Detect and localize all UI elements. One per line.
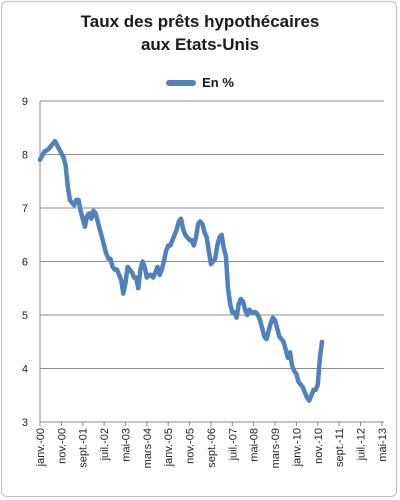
x-axis-tick-labels: janv.-00 nov.-00 sept.-01 juil.-02 mai-03 mar… [35,428,389,468]
axes [39,101,383,426]
x-tick-label: sept.-01 [78,428,90,468]
y-tick-label: 3 [22,417,28,429]
x-tick-label: juil.-12 [355,428,367,461]
chart-title-line-2: aux Etats-Unis [140,35,260,54]
x-tick-label: juil.-07 [227,428,239,461]
y-tick-label: 9 [22,96,28,108]
x-tick-label: mai-13 [377,428,389,462]
y-tick-label: 8 [22,150,28,162]
y-tick-label: 4 [22,364,28,376]
y-tick-label: 6 [22,257,28,269]
y-tick-label: 7 [22,203,28,215]
x-tick-label: sept.-11 [334,428,346,467]
legend-label: En % [202,75,234,90]
x-tick-label: juil.-02 [99,428,111,461]
chart-title: Taux des prêts hypothécaires aux Etats-U… [0,10,400,56]
x-tick-label: janv.-00 [35,428,47,467]
x-tick-label: janv.-10 [291,428,303,467]
x-tick-label: nov.-00 [56,428,68,464]
x-tick-label: mars-09 [270,428,282,468]
x-tick-label: nov.-05 [185,428,197,464]
x-tick-label: mai-03 [120,428,132,462]
chart-title-line-1: Taux des prêts hypothécaires [80,12,320,31]
x-tick-label: janv.-05 [163,428,175,467]
series-line-en-pourcent [37,138,325,403]
y-tick-label: 5 [22,310,28,322]
x-tick-label: mars-04 [142,428,154,468]
y-axis-tick-labels: 3 4 5 6 7 8 9 [22,96,28,429]
x-tick-label: nov.-10 [313,428,325,464]
series-layer [37,138,325,403]
chart-legend: En % [0,75,400,90]
x-tick-label: sept.-06 [206,428,218,468]
legend-swatch [166,79,197,86]
x-tick-label: mai-08 [249,428,261,462]
